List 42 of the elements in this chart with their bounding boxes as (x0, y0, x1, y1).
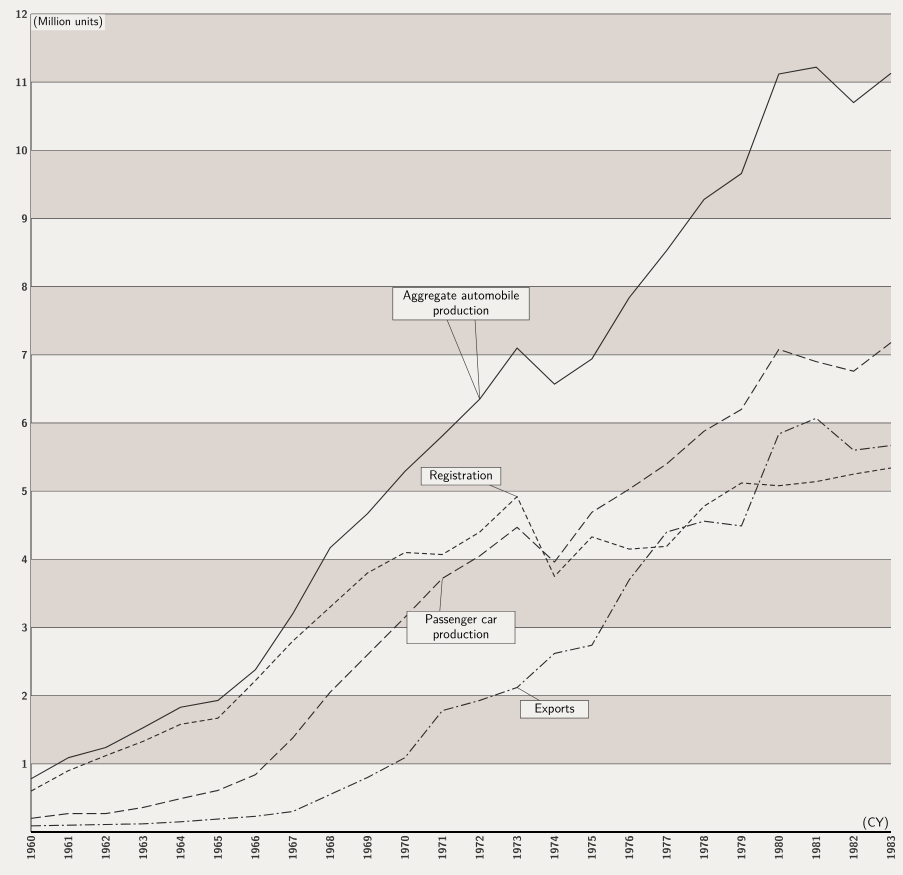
x-tick-label: 1964 (176, 836, 185, 859)
text: Aggregate automobile production (403, 290, 519, 317)
x-tick-label: 1969 (363, 836, 372, 859)
series-label: Exports (536, 704, 574, 716)
x-tick-label: 1976 (625, 836, 634, 859)
x-tick-label: 1977 (662, 836, 671, 859)
x-tick-label: 1974 (550, 836, 559, 859)
x-tick-label: 1961 (64, 836, 72, 859)
x-tick-label: 1966 (251, 836, 260, 859)
series-label: Passenger car production (426, 614, 497, 641)
y-tick-label: 5 (22, 487, 27, 496)
x-tick-label: 1982 (850, 836, 858, 859)
x-tick-label: 1971 (438, 836, 446, 859)
x-tick-label: 1962 (102, 836, 110, 859)
x-tick-label: 1983 (886, 836, 896, 859)
x-tick-label: 1973 (513, 836, 522, 859)
x-tick-label: 1980 (774, 836, 783, 859)
x-tick-label: 1965 (214, 836, 222, 859)
text: Registration (430, 470, 492, 482)
x-tick-label: 1970 (400, 836, 409, 859)
x-tick-label: 1972 (476, 836, 484, 859)
x-tick-label: 1978 (700, 836, 708, 859)
y-tick-label: 11 (16, 78, 27, 86)
y-tick-label: 1 (22, 760, 27, 768)
x-tick-label: 1981 (812, 836, 820, 859)
y-tick-label: 2 (22, 692, 27, 700)
x-axis-title: (CY) (863, 816, 888, 830)
y-tick-label: 3 (22, 623, 27, 632)
y-tick-label: 9 (22, 214, 27, 223)
x-tick-label: 1967 (288, 836, 297, 859)
x-tick-label: 1979 (737, 836, 746, 859)
x-tick-label: 1968 (326, 836, 334, 859)
y-tick-label: 4 (22, 556, 28, 564)
y-tick-label: 8 (22, 282, 27, 291)
x-tick-label: 1963 (139, 836, 148, 859)
x-tick-label: 1975 (588, 836, 596, 859)
y-tick-label: 12 (16, 10, 27, 18)
x-tick-label: 1960 (26, 836, 36, 859)
y-tick-label: 6 (22, 418, 27, 428)
y-axis-title: (Million units) (34, 16, 102, 28)
y-tick-label: 10 (16, 146, 27, 154)
y-tick-label: 7 (22, 350, 27, 359)
